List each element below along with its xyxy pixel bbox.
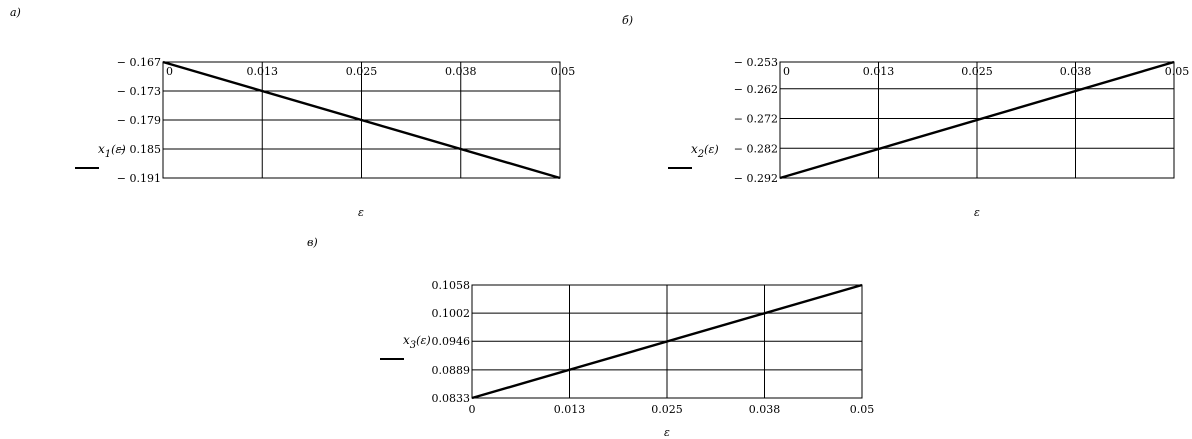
y-tick-label: − 0.191: [117, 172, 161, 185]
x-tick-label: 0: [469, 403, 476, 416]
y-tick-label: 0.1002: [432, 307, 471, 320]
y-axis-label: x2(ε): [691, 142, 719, 160]
panel-label: б): [622, 14, 633, 27]
series-line: [162, 60, 561, 180]
plot-frame: [162, 61, 561, 179]
y-tick-label: − 0.282: [734, 142, 778, 155]
y-tick-label: − 0.185: [117, 143, 161, 156]
y-axis-label-var: x: [98, 142, 105, 156]
y-axis-label: x1(ε): [98, 142, 126, 160]
y-tick-label: 0.1058: [432, 279, 471, 292]
y-axis-label-var: x: [403, 333, 410, 347]
y-tick-label: 0.0946: [432, 335, 471, 348]
x-tick-label: 0.013: [554, 403, 586, 416]
x-tick-label: 0.05: [850, 403, 875, 416]
x-tick-label: 0.025: [651, 403, 683, 416]
panel-label: а): [10, 6, 21, 19]
x-tick-label: 0: [166, 65, 173, 78]
plot-frame: [779, 61, 1175, 179]
y-tick-label: − 0.167: [117, 56, 161, 69]
y-axis-label-arg: (ε): [111, 143, 126, 156]
y-axis-label: x3(ε): [403, 333, 431, 351]
y-axis-label-sub: 2: [697, 149, 704, 160]
chart-panel-2: б) − 0.253 − 0.262 − 0.272 − 0.282 − 0.292 0 0.…: [622, 14, 1189, 219]
x-axis-label: ε: [664, 426, 670, 439]
panel-label: в): [307, 236, 318, 249]
x-tick-label: 0.038: [445, 65, 477, 78]
x-tick-label: 0.05: [551, 65, 576, 78]
series-line: [471, 283, 863, 400]
y-axis-label-var: x: [691, 142, 698, 156]
x-tick-label: 0.013: [247, 65, 279, 78]
x-tick-label: 0.038: [1060, 65, 1092, 78]
x-tick-label: 0.013: [863, 65, 895, 78]
series-line: [779, 60, 1175, 180]
x-tick-label: 0.05: [1165, 65, 1190, 78]
y-tick-label: − 0.292: [734, 172, 778, 185]
x-tick-label: 0.038: [749, 403, 781, 416]
x-tick-label: 0.025: [961, 65, 993, 78]
y-tick-label: − 0.262: [734, 83, 778, 96]
y-axis-label-sub: 3: [410, 340, 416, 351]
x-axis-label: ε: [358, 206, 364, 219]
y-tick-label: 0.0889: [432, 364, 471, 377]
y-tick-label: − 0.179: [117, 114, 161, 127]
y-axis-label-arg: (ε): [416, 334, 431, 347]
y-tick-label: − 0.253: [734, 56, 778, 69]
x-tick-label: 0.025: [346, 65, 378, 78]
y-axis-label-arg: (ε): [704, 143, 719, 156]
plot-frame: [471, 284, 863, 399]
x-tick-label: 0: [783, 65, 790, 78]
y-axis-label-sub: 1: [105, 149, 111, 160]
y-tick-label: 0.0833: [432, 392, 471, 405]
y-tick-label: − 0.173: [117, 85, 161, 98]
x-axis-label: ε: [974, 206, 980, 219]
chart-panel-1: а) − 0.167 − 0.173 − 0.179 − 0.185 − 0.191 0 0.…: [10, 6, 575, 219]
y-tick-label: − 0.272: [734, 113, 778, 126]
